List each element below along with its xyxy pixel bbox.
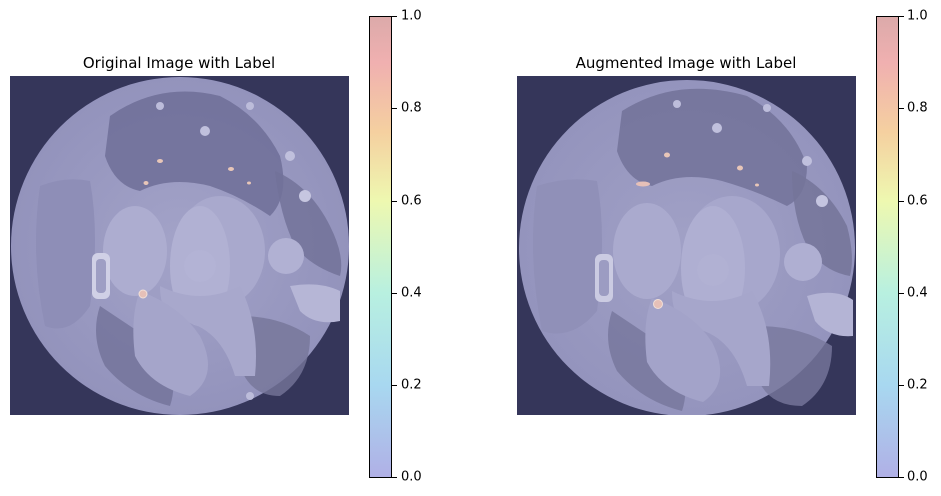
- left-colorbar-tick-label: 0.2: [401, 377, 422, 393]
- left-colorbar-tick-label: 1.0: [401, 8, 422, 24]
- right-panel-title: Augmented Image with Label: [575, 54, 797, 72]
- left-colorbar-tick-label: 0.8: [401, 100, 422, 116]
- left-colorbar-tick-label: 0.0: [401, 469, 422, 485]
- right-colorbar-tick-label: 0.8: [907, 100, 928, 116]
- right-colorbar: [876, 16, 899, 478]
- right-colorbar-tick-label: 0.6: [907, 193, 928, 209]
- left-colorbar-tick-label: 0.6: [401, 193, 422, 209]
- right-colorbar-tick-label: 0.2: [907, 377, 928, 393]
- left-ct-image: [10, 76, 349, 415]
- left-colorbar: [369, 16, 392, 478]
- right-colorbar-tick-label: 0.4: [907, 285, 928, 301]
- left-panel-title: Original Image with Label: [82, 54, 276, 72]
- left-colorbar-tick-label: 0.4: [401, 285, 422, 301]
- right-colorbar-tick-label: 0.0: [907, 469, 928, 485]
- right-ct-image: [517, 76, 856, 415]
- right-colorbar-tick-label: 1.0: [907, 8, 928, 24]
